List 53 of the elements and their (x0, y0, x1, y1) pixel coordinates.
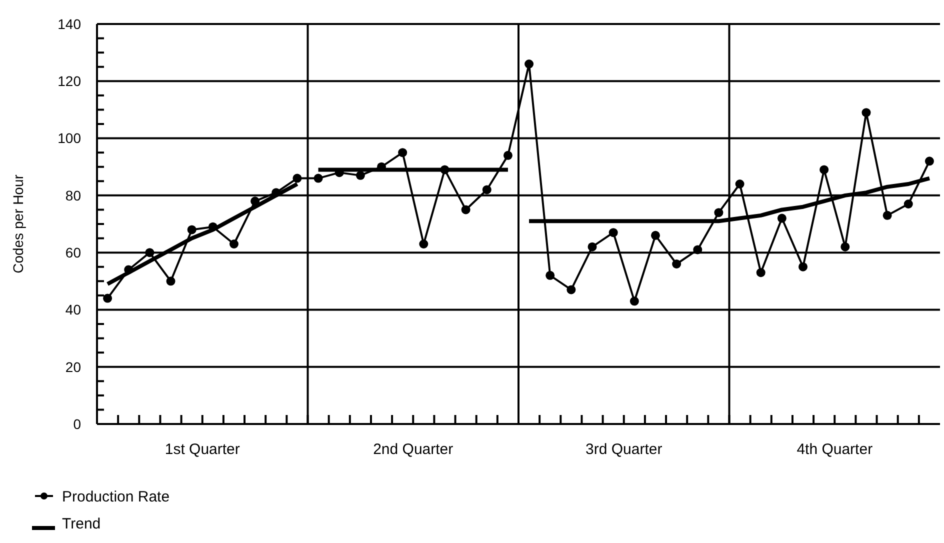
y-tick-label: 120 (58, 73, 82, 90)
point (798, 262, 808, 272)
y-tick-label: 140 (58, 16, 82, 32)
point (292, 174, 302, 183)
point (208, 222, 218, 232)
point (588, 242, 597, 252)
point (840, 242, 850, 252)
point (229, 240, 238, 248)
point (924, 156, 934, 166)
text: 4th Quarter (796, 441, 873, 458)
point (566, 285, 576, 294)
point (461, 205, 470, 214)
text: 2nd Quarter (373, 441, 454, 458)
point (820, 165, 829, 174)
point (482, 185, 492, 194)
point (672, 260, 682, 268)
point (862, 108, 871, 118)
point (272, 188, 281, 198)
point (524, 60, 534, 68)
text: 1st Quarter (164, 441, 240, 458)
y-tick-label: 0 (73, 416, 82, 432)
point (650, 230, 660, 240)
point (103, 294, 112, 303)
point (882, 210, 892, 220)
point (735, 180, 744, 188)
point (440, 165, 450, 174)
point (145, 248, 154, 258)
y-tick-label: 100 (58, 130, 82, 146)
point (904, 200, 913, 208)
point (756, 268, 766, 278)
legend-label: Trend (62, 515, 101, 532)
point (314, 174, 323, 183)
legend-label: Production Rate (62, 488, 170, 506)
y-tick-label: 40 (65, 302, 82, 318)
point (503, 150, 512, 160)
y-tick-label: 80 (65, 187, 82, 204)
point (714, 208, 724, 218)
point (693, 245, 702, 254)
point (777, 214, 786, 223)
point (250, 196, 260, 206)
point (630, 296, 639, 306)
point (187, 225, 196, 234)
point (356, 170, 365, 180)
point (608, 228, 618, 238)
point (546, 270, 555, 280)
y-tick-label: 20 (65, 358, 82, 375)
y-tick-label: 60 (65, 244, 82, 260)
point (166, 276, 176, 286)
point (398, 148, 408, 158)
point (124, 265, 134, 274)
y-axis-title: Codes per Hour (10, 174, 26, 274)
text: 3rd Quarter (586, 441, 662, 458)
point (419, 240, 428, 248)
